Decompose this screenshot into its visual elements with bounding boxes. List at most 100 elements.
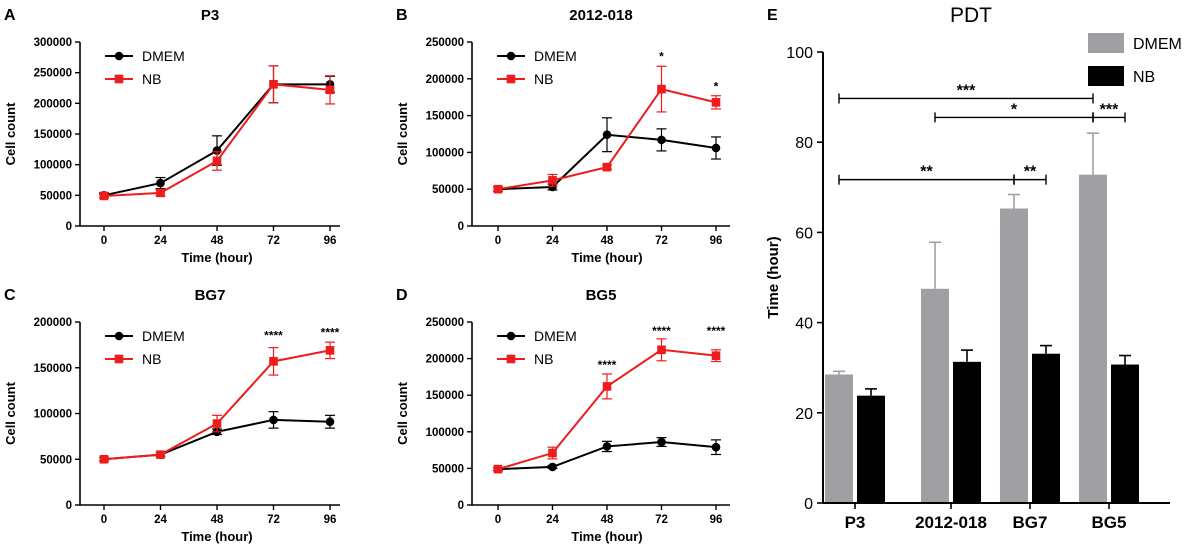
panel-b-significance-label: * [659,49,664,63]
panel-a: A P3 0 50000 100000 150000 200000 250000 300000 0… [3,7,340,265]
panel-b-dmem-point [711,143,721,153]
panel-d-y-tick-label: 200000 [426,354,464,366]
panel-a-nb-point [212,156,222,166]
panel-a-y-axis-label: Cell count [3,102,18,166]
panel-a-y-tick-label: 100000 [34,160,72,172]
panel-d-title: BG5 [586,287,617,304]
panel-e-title: PDT [950,4,992,27]
panel-e-category-label: P3 [845,513,866,532]
panel-a-x-tick-label: 48 [211,235,224,247]
panel-b-legend-dmem-marker [506,51,516,61]
panel-b-significance-label: * [714,80,719,94]
panel-c-x-tick-label: 96 [324,514,337,526]
panel-e-dmem-bar [825,374,853,503]
panel-e-y-tick-label: 80 [795,135,813,152]
panel-b-x-tick-label: 24 [546,235,559,247]
panel-d-nb-point [602,382,612,391]
panel-e-dmem-bar [921,288,949,503]
panel-d-significance-label: **** [652,324,671,338]
panel-b-nb-point [548,176,557,185]
panel-d-y-tick-label: 50000 [432,463,464,475]
panel-d-letter: D [396,287,408,304]
panel-e-nb-bar [1032,353,1060,503]
panel-a-nb-point [325,85,335,95]
panel-b-y-tick-label: 250000 [426,37,464,49]
panel-d-significance-label: **** [707,324,726,338]
panel-b-legend-dmem-label: DMEM [534,48,577,64]
panel-b-x-tick-label: 0 [495,235,501,247]
panel-a-dmem-point [156,178,165,188]
panel-e-legend-dmem-swatch [1088,33,1124,53]
panel-c-legend-dmem-label: DMEM [142,328,185,344]
panel-d-nb-point [548,448,557,458]
panel-b-dmem-point [657,135,666,145]
panel-a-x-tick-label: 72 [267,235,280,247]
panel-c-dmem-point [269,415,278,425]
panel-e-dmem-bar [1079,174,1107,503]
panel-d-x-tick-label: 72 [655,514,668,526]
panel-a-legend-nb-label: NB [142,71,161,87]
panel-c-x-tick-label: 24 [154,514,167,526]
panel-e-legend-nb-swatch [1088,66,1124,86]
panel-c-significance-label: **** [321,326,340,340]
panel-c: C BG7 0 50000 100000 150000 200000 0 24 48 72 96 Tim… [3,287,340,544]
panel-d-dmem-point [602,442,612,451]
panel-a-legend-dmem-label: DMEM [142,48,185,64]
panel-c-nb-point [99,454,109,464]
panel-d: D BG5 0 50000 100000 150000 200000 250000 0 24 48 7… [395,287,730,544]
panel-c-y-tick-label: 100000 [34,409,72,421]
panel-b-x-tick-label: 48 [601,235,614,247]
panel-d-nb-point [493,464,503,474]
panel-e-category-label: BG5 [1092,513,1127,532]
panel-a-y-tick-label: 200000 [34,98,72,110]
panel-a-nb-point [269,80,278,89]
panel-d-legend-dmem-marker [506,331,516,341]
panel-e-y-tick-label: 40 [795,316,813,333]
panel-e-significance-label: ** [920,164,933,181]
panel-b-y-tick-label: 0 [458,221,464,233]
panel-e-y-tick-label: 0 [804,496,813,513]
panel-e-significance-label: *** [1100,101,1119,118]
panel-e-significance-label: *** [957,82,976,99]
panel-a-x-tick-label: 0 [101,235,107,247]
panel-e: E PDT 0 20 40 60 80 100 P3 2012-018 BG7 BG5 Time (ho… [765,4,1182,532]
panel-c-nb-point [212,419,222,428]
panel-b-letter: B [396,7,408,24]
panel-d-legend-nb-marker [506,354,516,364]
panel-c-x-axis-label: Time (hour) [181,529,252,544]
panel-e-category-label: BG7 [1013,513,1048,532]
panel-b-title: 2012-018 [569,7,632,24]
panel-a-legend-dmem-marker [114,51,124,61]
panel-c-x-tick-label: 0 [101,514,107,526]
panel-a-nb-point [156,188,165,198]
panel-d-x-tick-label: 0 [495,514,501,526]
panel-b-y-tick-label: 200000 [426,74,464,86]
panel-c-y-tick-label: 50000 [40,454,72,466]
panel-d-nb-point [657,345,666,355]
panel-b-y-tick-label: 50000 [432,184,464,196]
panel-e-nb-bar [953,361,981,503]
panel-a-y-tick-label: 300000 [34,37,72,49]
panel-d-significance-label: **** [598,358,617,372]
panel-e-y-axis-label: Time (hour) [765,236,782,318]
panel-d-dmem-point [657,437,666,447]
panel-c-legend-nb-label: NB [142,351,161,367]
panel-c-legend-dmem-marker [114,331,124,341]
panel-e-significance-label: ** [1024,164,1037,181]
panel-a-x-tick-label: 96 [324,235,337,247]
panel-a-x-tick-label: 24 [154,235,167,247]
panel-b-y-axis-label: Cell count [395,102,410,166]
panel-e-y-tick-label: 20 [795,406,813,423]
panel-b-legend-nb-marker [506,74,516,84]
panel-a-y-tick-label: 0 [66,221,72,233]
panel-d-y-tick-label: 150000 [426,390,464,402]
panel-a-letter: A [4,7,16,24]
panel-e-nb-bar [857,395,885,503]
panel-c-y-tick-label: 150000 [34,363,72,375]
panel-c-legend-nb-marker [114,354,124,364]
panel-c-significance-label: **** [264,328,283,342]
panel-b-legend-nb-label: NB [534,71,553,87]
panel-e-y-tick-label: 60 [795,225,813,242]
panel-c-x-tick-label: 72 [267,514,280,526]
